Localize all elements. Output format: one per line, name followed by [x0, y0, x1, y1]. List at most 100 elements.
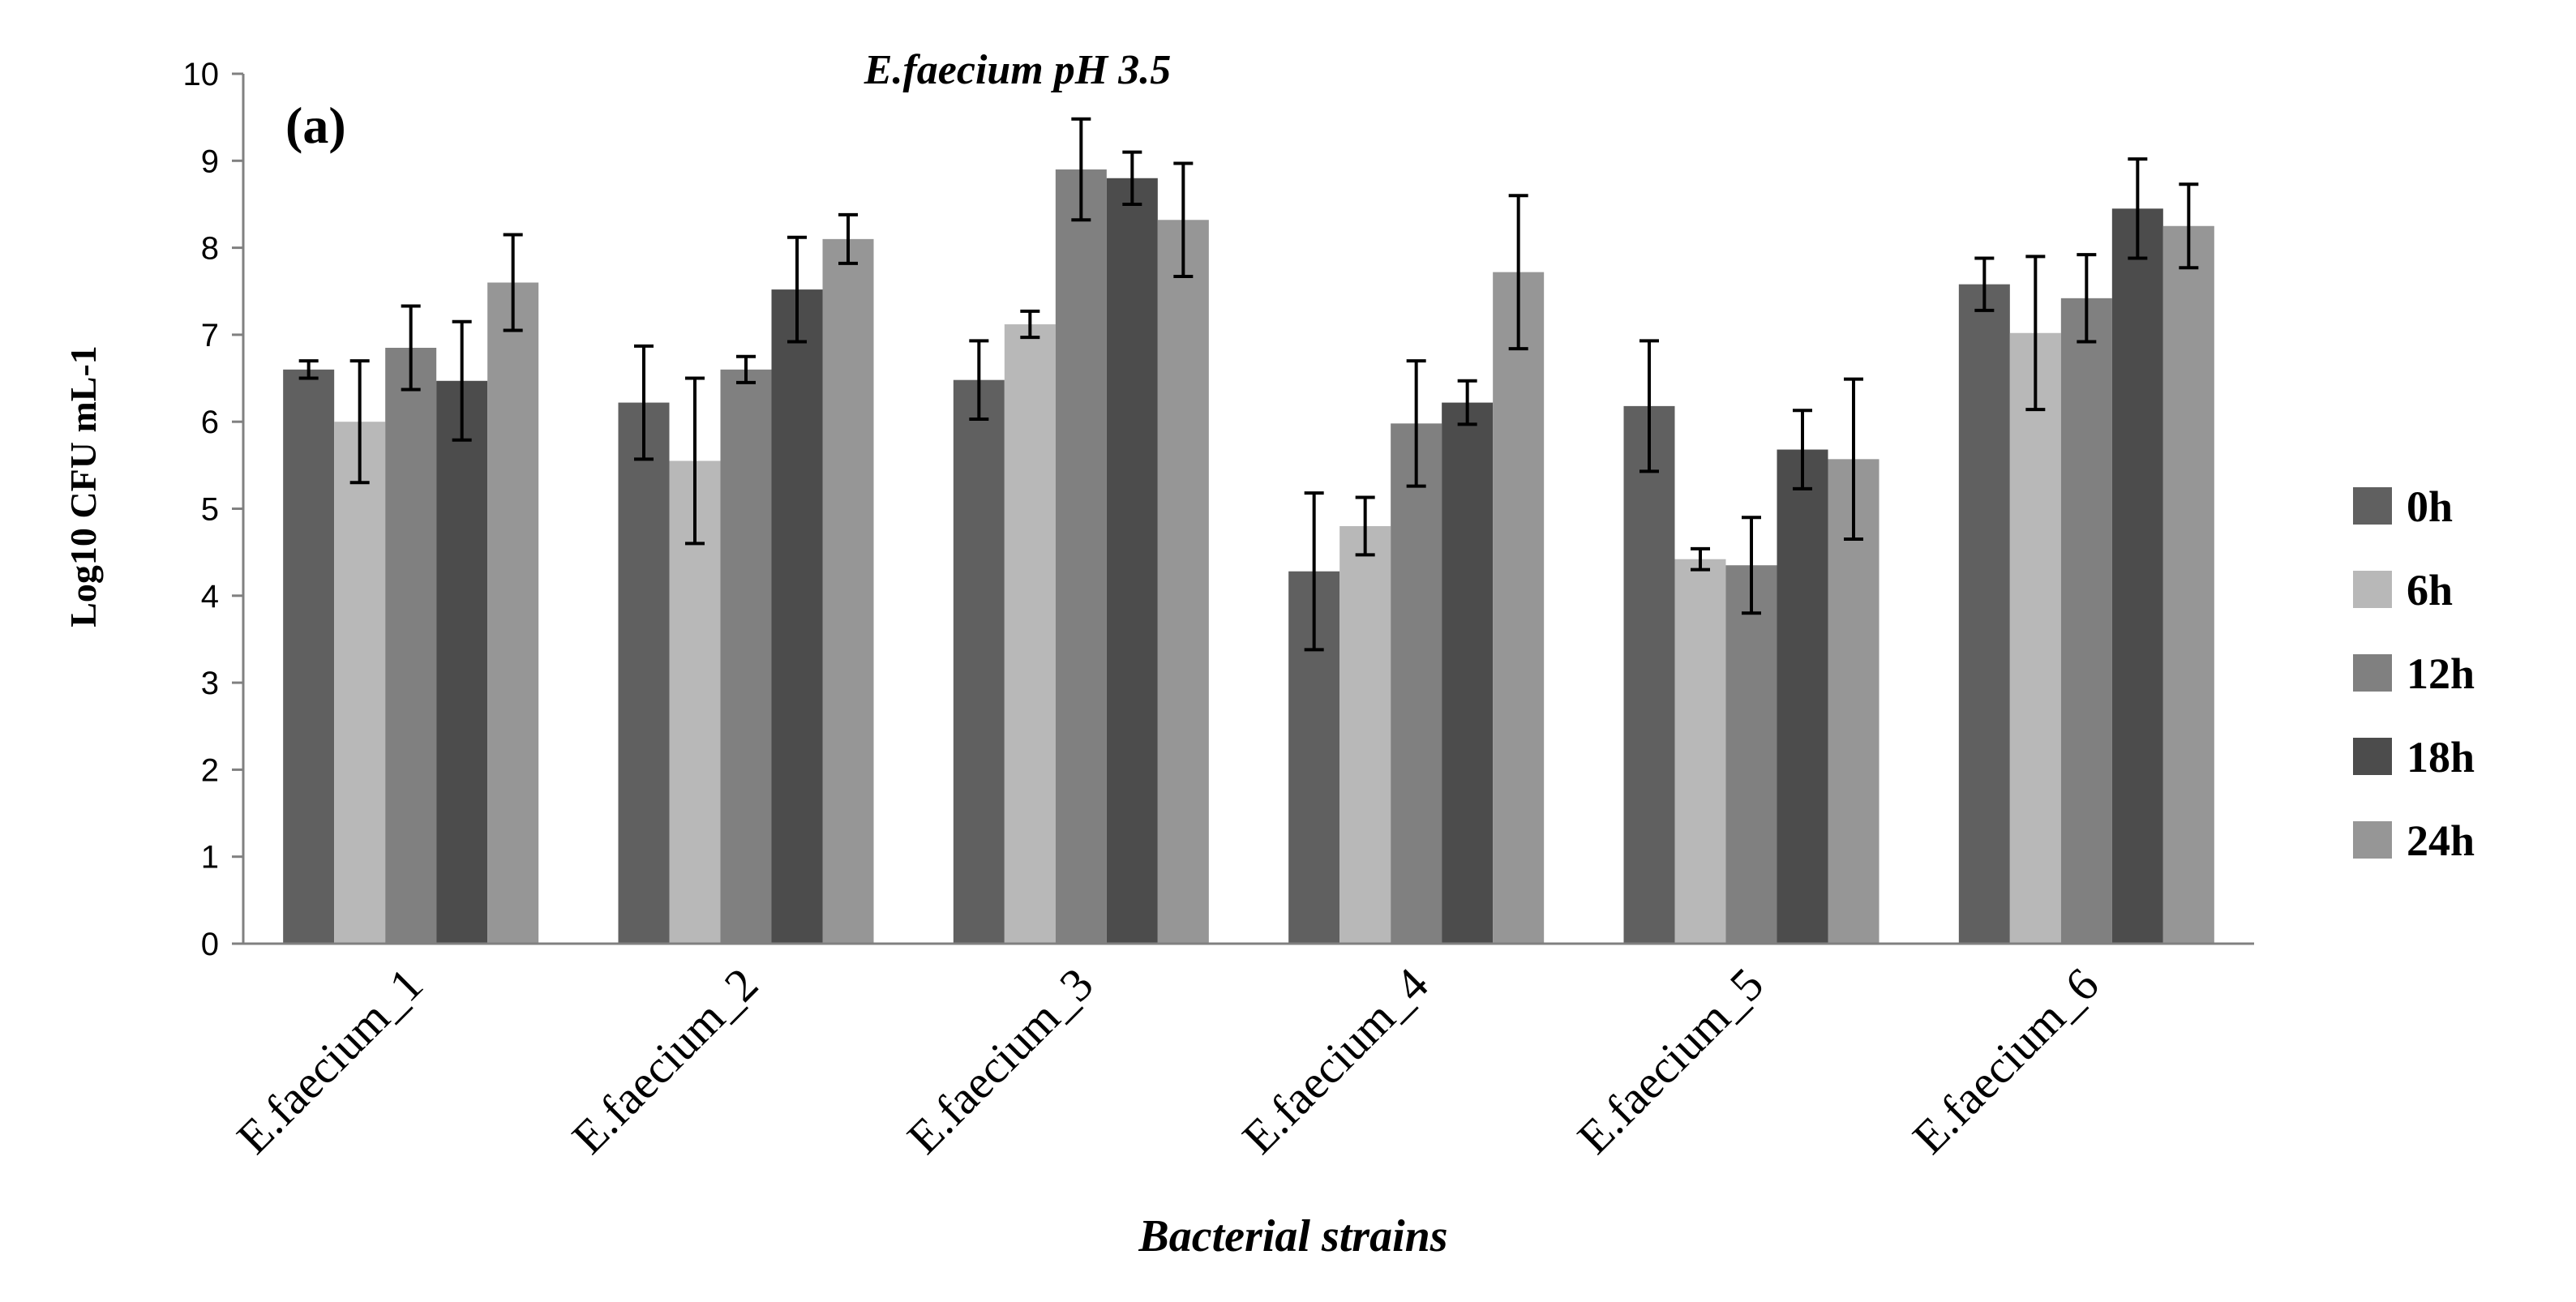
- bar-18h-E.faecium_3: [1106, 178, 1158, 944]
- y-tick-label: 4: [201, 579, 219, 615]
- legend-label: 18h: [2407, 733, 2475, 782]
- bar-0h-E.faecium_1: [283, 369, 335, 944]
- error-bar-24h-E.faecium_6: [2179, 182, 2199, 270]
- error-bar-0h-E.faecium_6: [1974, 256, 1995, 312]
- bar-0h-E.faecium_6: [1958, 284, 2010, 944]
- bar-12h-E.faecium_6: [2060, 298, 2112, 944]
- bar-6h-E.faecium_6: [2009, 332, 2061, 944]
- bar-24h-E.faecium_1: [487, 282, 539, 944]
- error-bars-group: [298, 117, 2199, 652]
- error-bar-0h-E.faecium_4: [1304, 491, 1324, 652]
- bar-6h-E.faecium_4: [1339, 525, 1391, 944]
- category-label: E.faecium_6: [1902, 957, 2108, 1163]
- error-bar-12h-E.faecium_1: [401, 304, 421, 392]
- error-bar-12h-E.faecium_6: [2077, 253, 2097, 344]
- bar-12h-E.faecium_4: [1391, 423, 1442, 944]
- error-bar-6h-E.faecium_6: [2025, 255, 2046, 412]
- error-bar-0h-E.faecium_1: [298, 359, 319, 380]
- bar-0h-E.faecium_5: [1623, 405, 1675, 944]
- error-bar-12h-E.faecium_3: [1071, 117, 1091, 222]
- error-bar-6h-E.faecium_5: [1691, 546, 1710, 572]
- bar-6h-E.faecium_1: [334, 422, 386, 944]
- y-tick-label: 10: [183, 57, 220, 92]
- bar-24h-E.faecium_2: [822, 238, 874, 944]
- error-bar-24h-E.faecium_4: [1508, 194, 1528, 351]
- bar-18h-E.faecium_4: [1442, 402, 1494, 944]
- legend-label: 24h: [2407, 816, 2475, 865]
- chart-title: E.faecium pH 3.5: [864, 47, 1171, 93]
- y-tick-label: 7: [201, 318, 219, 353]
- y-tick-label: 5: [201, 492, 219, 528]
- error-bar-18h-E.faecium_6: [2128, 157, 2148, 260]
- error-bar-12h-E.faecium_2: [736, 354, 756, 384]
- legend-swatch: [2353, 821, 2392, 859]
- category-label: E.faecium_2: [562, 957, 768, 1163]
- y-tick-label: 8: [201, 231, 219, 267]
- error-bar-24h-E.faecium_5: [1844, 377, 1863, 542]
- y-tick-label: 6: [201, 405, 219, 440]
- legend-label: 0h: [2407, 482, 2453, 531]
- error-bar-24h-E.faecium_2: [838, 212, 858, 265]
- error-bar-18h-E.faecium_3: [1122, 150, 1142, 206]
- bar-24h-E.faecium_4: [1493, 272, 1545, 944]
- category-label: E.faecium_3: [897, 957, 1103, 1163]
- panel-label: (a): [285, 96, 346, 154]
- error-bar-18h-E.faecium_2: [787, 235, 807, 344]
- category-label: E.faecium_1: [227, 957, 433, 1163]
- y-tick-label: 2: [201, 752, 219, 788]
- error-bar-6h-E.faecium_1: [349, 359, 370, 485]
- error-bar-6h-E.faecium_2: [685, 376, 705, 546]
- error-bar-0h-E.faecium_2: [634, 344, 654, 461]
- legend-label: 12h: [2407, 649, 2475, 698]
- error-bar-18h-E.faecium_1: [452, 319, 472, 442]
- bar-0h-E.faecium_2: [618, 402, 670, 944]
- error-bar-6h-E.faecium_4: [1355, 495, 1375, 557]
- legend-item-24h: 24h: [2353, 816, 2475, 865]
- bar-12h-E.faecium_5: [1725, 565, 1777, 944]
- bar-6h-E.faecium_5: [1674, 559, 1726, 944]
- category-label: E.faecium_5: [1567, 957, 1773, 1163]
- y-tick-label: 1: [201, 840, 219, 876]
- x-axis-label: Bacterial strains: [1138, 1211, 1447, 1261]
- bar-12h-E.faecium_1: [385, 347, 437, 944]
- bar-6h-E.faecium_3: [1004, 324, 1056, 944]
- legend-item-12h: 12h: [2353, 649, 2475, 698]
- legend-swatch: [2353, 654, 2392, 692]
- error-bar-12h-E.faecium_4: [1406, 359, 1426, 488]
- y-tick-label: 0: [201, 927, 219, 962]
- y-axis-ticks: 0 1 2 3 4 5 6 7 8 9 10: [183, 57, 243, 962]
- error-bar-12h-E.faecium_5: [1742, 516, 1761, 615]
- category-labels: E.faecium_1 E.faecium_2 E.faecium_3 E.faeci…: [227, 957, 2109, 1163]
- bar-0h-E.faecium_3: [953, 379, 1005, 944]
- bar-12h-E.faecium_3: [1055, 169, 1107, 944]
- bar-18h-E.faecium_6: [2111, 208, 2163, 944]
- y-tick-label: 3: [201, 666, 219, 701]
- error-bar-6h-E.faecium_3: [1020, 309, 1040, 340]
- legend-swatch: [2353, 487, 2392, 525]
- error-bar-18h-E.faecium_5: [1793, 409, 1812, 490]
- bar-12h-E.faecium_2: [720, 369, 772, 944]
- error-bar-24h-E.faecium_1: [503, 233, 523, 332]
- bar-18h-E.faecium_2: [771, 289, 823, 944]
- legend-swatch: [2353, 738, 2392, 775]
- legend-swatch: [2353, 571, 2392, 608]
- bar-18h-E.faecium_1: [436, 380, 488, 944]
- y-tick-label: 9: [201, 143, 219, 179]
- bars-group: [283, 169, 2214, 944]
- error-bar-24h-E.faecium_3: [1173, 161, 1194, 279]
- legend-item-18h: 18h: [2353, 733, 2475, 782]
- bar-24h-E.faecium_6: [2162, 225, 2214, 944]
- bar-18h-E.faecium_5: [1777, 449, 1828, 944]
- legend-item-0h: 0h: [2353, 482, 2453, 531]
- category-label: E.faecium_4: [1232, 957, 1438, 1163]
- legend-label: 6h: [2407, 566, 2453, 615]
- y-axis-label: Log10 CFU mL-1: [62, 345, 104, 627]
- error-bar-0h-E.faecium_5: [1639, 339, 1659, 473]
- legend: 0h 6h 12h 18h 24h: [2353, 482, 2475, 865]
- error-bar-0h-E.faecium_3: [969, 339, 989, 421]
- axes: [242, 74, 2254, 945]
- bar-24h-E.faecium_3: [1157, 220, 1209, 944]
- legend-item-6h: 6h: [2353, 566, 2453, 615]
